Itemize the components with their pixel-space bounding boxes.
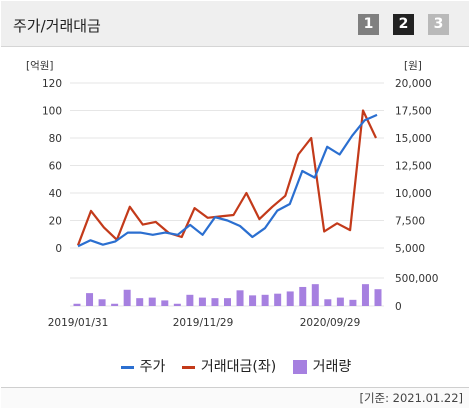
right-tick-label: 15,000	[395, 133, 432, 145]
right-tick-label: 10,000	[395, 188, 432, 200]
volume-bar	[299, 286, 307, 306]
left-tick-label: 60	[49, 161, 62, 173]
volume-bar	[361, 284, 369, 306]
right-tick-label: 12,500	[395, 161, 432, 173]
volume-bar	[374, 289, 382, 306]
volume-bar	[274, 293, 282, 306]
volume-bar	[349, 299, 357, 306]
x-tick-label: 2019/01/31	[48, 317, 109, 329]
legend-swatch-volume	[292, 360, 307, 374]
series-line-amount	[76, 109, 377, 246]
volume-bar	[211, 298, 219, 306]
volume-bar	[198, 297, 206, 306]
x-tick-label: 2020/09/29	[300, 317, 361, 329]
volume-bar	[261, 294, 269, 306]
left-tick-label: 0	[55, 243, 62, 255]
basis-date: [기준: 2021.01.22]	[359, 391, 463, 405]
left-axis-unit: [억원]	[26, 60, 54, 72]
left-tick-label: 40	[49, 188, 62, 200]
right-tick-label: 7,500	[395, 216, 425, 228]
right-tick-label: 20,000	[395, 78, 432, 90]
volume-bar	[111, 303, 119, 306]
left-tick-label: 100	[42, 106, 62, 118]
right-tick-label: 5,000	[395, 243, 425, 255]
legend-item-volume: 거래량	[292, 356, 352, 376]
x-tick-label: 2019/11/29	[173, 317, 234, 329]
footer-bar: [기준: 2021.01.22]	[1, 387, 469, 408]
volume-bar	[324, 299, 332, 306]
page-button-2[interactable]: 2	[393, 14, 414, 35]
volume-tick-label: 0	[395, 301, 402, 313]
legend-item-amount: 거래대금(좌)	[181, 356, 277, 376]
volume-bar	[311, 284, 319, 306]
page-button-1[interactable]: 1	[358, 14, 379, 35]
volume-bar	[136, 298, 144, 306]
left-tick-label: 80	[49, 133, 62, 145]
volume-bar	[148, 297, 156, 306]
chart-legend: 주가 거래대금(좌) 거래량	[0, 356, 472, 376]
volume-tick-label: 500,000	[395, 273, 438, 285]
volume-bar	[286, 291, 294, 306]
left-tick-label: 20	[49, 216, 62, 228]
volume-bar	[173, 303, 181, 306]
legend-swatch-price	[120, 365, 134, 369]
volume-bar	[123, 289, 131, 306]
chart-header: 주가/거래대금 1 2 3	[1, 1, 469, 47]
volume-bar	[73, 303, 81, 306]
volume-bar	[186, 294, 194, 306]
volume-bar	[161, 300, 169, 306]
volume-bar	[224, 298, 231, 306]
stock-chart: [억원] [원] 120 100 80 60 40 20 0 20,000 17,500 15,…	[26, 60, 438, 329]
volume-bar	[86, 293, 94, 306]
left-tick-label: 120	[42, 78, 62, 90]
series-line-price	[77, 113, 378, 248]
legend-label-volume: 거래량	[312, 359, 352, 375]
chart-title: 주가/거래대금	[13, 17, 101, 35]
volume-bar	[336, 297, 344, 306]
legend-swatch-amount	[181, 365, 195, 369]
right-tick-label: 17,500	[395, 106, 432, 118]
volume-bar	[98, 299, 106, 306]
legend-label-amount: 거래대금(좌)	[200, 359, 277, 375]
legend-item-price: 주가	[120, 356, 166, 376]
volume-bar	[236, 290, 244, 306]
legend-label-price: 주가	[139, 359, 166, 375]
right-axis-unit: [원]	[404, 60, 422, 72]
volume-bar	[249, 295, 257, 306]
page-button-3[interactable]: 3	[428, 14, 449, 35]
